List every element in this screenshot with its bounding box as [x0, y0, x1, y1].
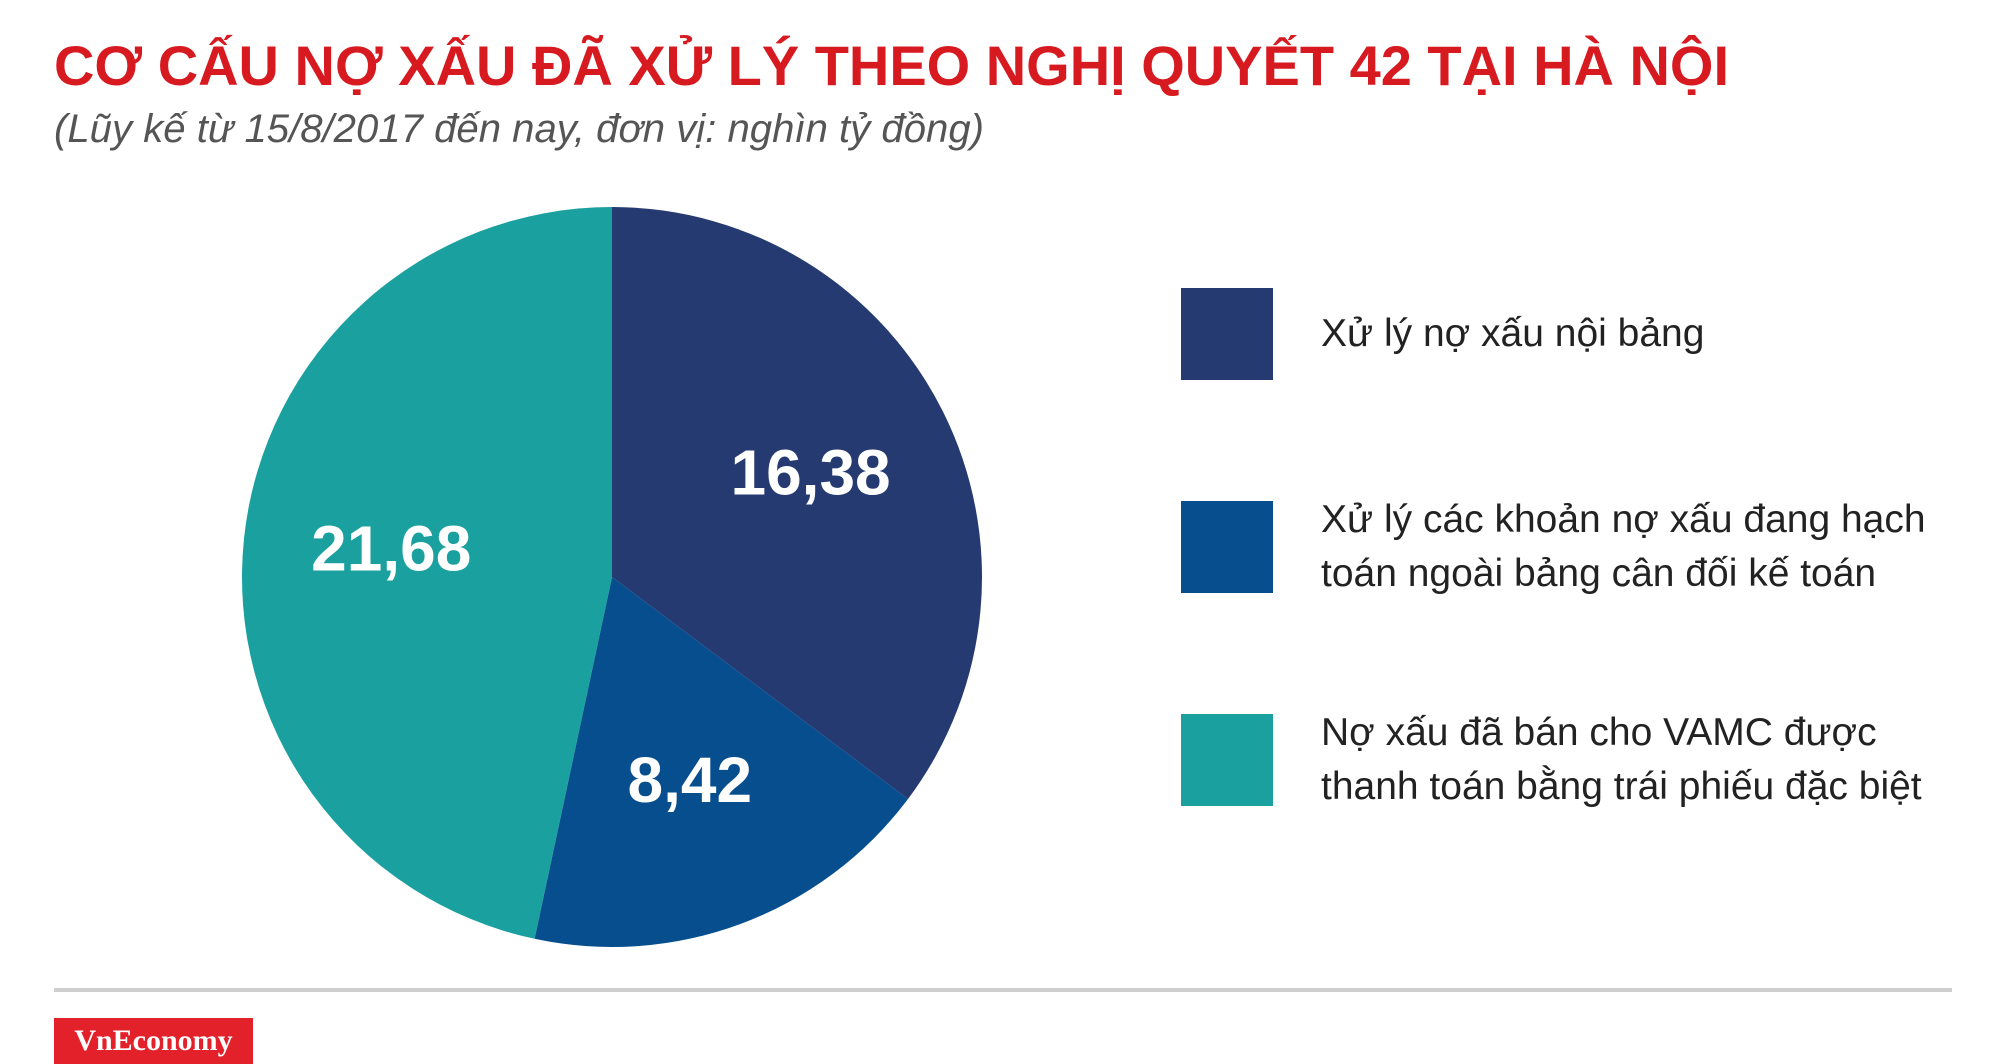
- legend-item: Xử lý nợ xấu nội bảng: [1181, 288, 1981, 380]
- data-label: 21,68: [311, 513, 471, 585]
- data-label: 8,42: [628, 744, 753, 816]
- legend-label: Nợ xấu đã bán cho VAMC được thanh toán b…: [1321, 711, 1922, 808]
- pie-slice: [612, 207, 983, 799]
- legend-label: Xử lý nợ xấu nội bảng: [1321, 312, 1705, 355]
- brand-logo: VnEconomy: [54, 1018, 253, 1064]
- legend-item: Xử lý các khoản nợ xấu đang hạch toán ng…: [1181, 498, 1981, 595]
- legend-swatch: [1181, 501, 1273, 593]
- pie-slice: [242, 207, 612, 939]
- chart-subtitle: (Lũy kế từ 15/8/2017 đến nay, đơn vị: ng…: [54, 107, 984, 151]
- legend-swatch: [1181, 714, 1273, 806]
- legend-item: Nợ xấu đã bán cho VAMC được thanh toán b…: [1181, 711, 1981, 808]
- chart-title: CƠ CẤU NỢ XẤU ĐÃ XỬ LÝ THEO NGHỊ QUYẾT 4…: [54, 34, 1729, 97]
- legend-label: Xử lý các khoản nợ xấu đang hạch toán ng…: [1321, 498, 1926, 595]
- pie-slice: [534, 577, 909, 947]
- data-label: 16,38: [730, 437, 890, 509]
- legend-swatch: [1181, 288, 1273, 380]
- pie: 16,38 8,42 21,68: [242, 207, 983, 947]
